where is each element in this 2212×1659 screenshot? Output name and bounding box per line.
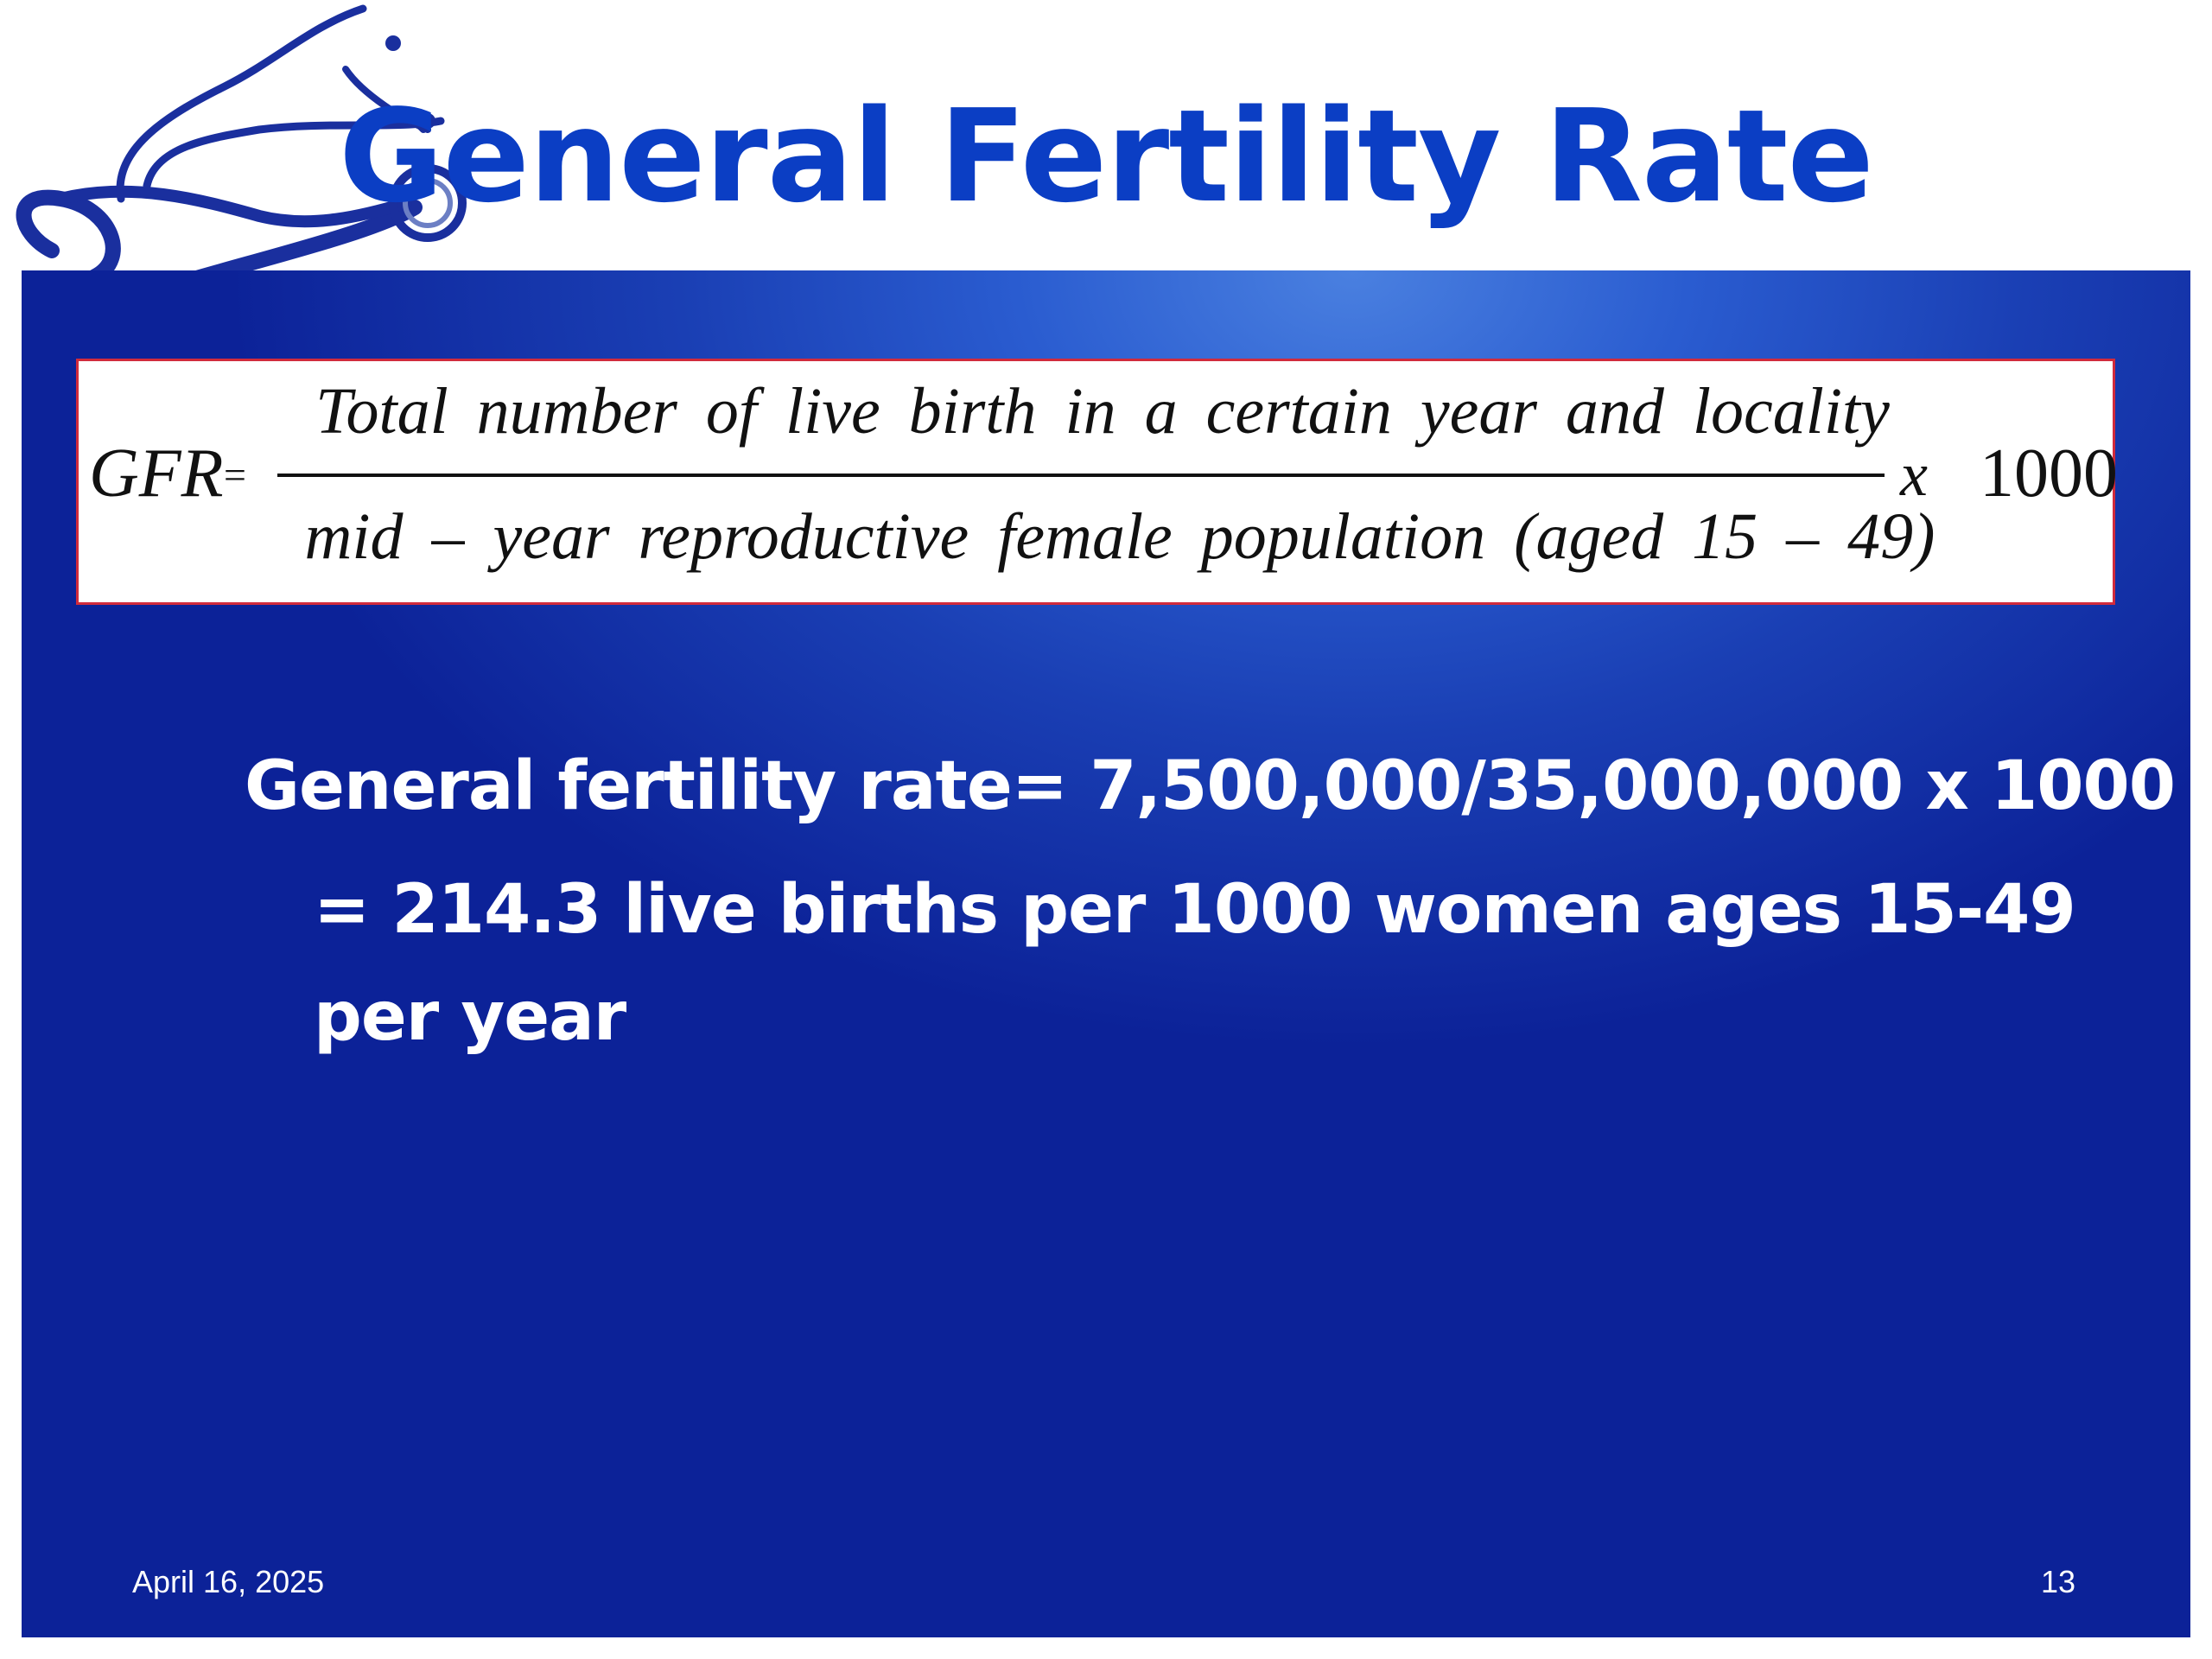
formula-numerator: Total number of live birth in a certain … bbox=[315, 375, 1890, 448]
stethoscope-icon bbox=[16, 4, 467, 301]
formula-lhs: GFR bbox=[89, 435, 224, 512]
slide-title: General Fertility Rate bbox=[339, 82, 1874, 231]
formula-box: GFR = Total number of live birth in a ce… bbox=[76, 359, 2118, 605]
footer-page-number: 13 bbox=[2041, 1564, 2076, 1599]
footer-date: April 16, 2025 bbox=[132, 1564, 325, 1599]
formula-factor: 1000 bbox=[1980, 435, 2118, 512]
formula-equals: = bbox=[224, 453, 246, 497]
result-line-2: per year bbox=[314, 978, 626, 1056]
calculation-line: General fertility rate= 7,500,000/35,000… bbox=[245, 747, 2176, 825]
fraction-bar bbox=[277, 474, 1885, 477]
result-line-1: = 214.3 live births per 1000 women ages … bbox=[314, 871, 2076, 949]
formula-denominator: mid – year reproductive female populatio… bbox=[304, 500, 1936, 573]
formula-times: x bbox=[1900, 440, 1928, 509]
